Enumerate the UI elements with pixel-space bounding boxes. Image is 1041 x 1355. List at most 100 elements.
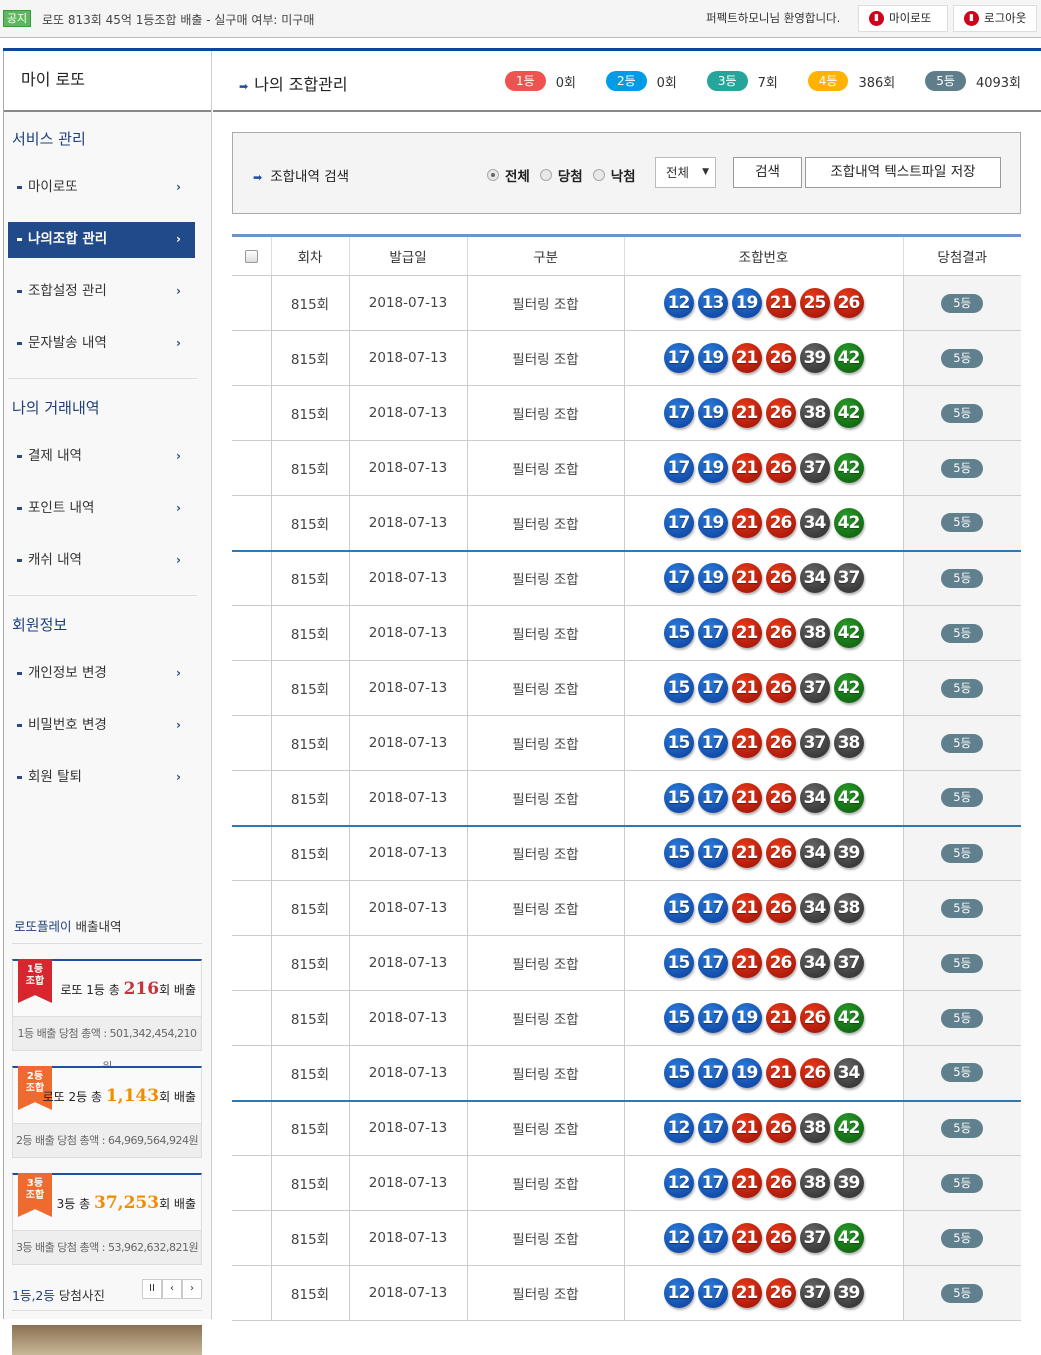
lotto-ball: 21 [731,398,762,428]
checkbox-cell [232,495,271,552]
sidebar-item[interactable]: 문자발송 내역 › [8,326,195,362]
lotto-ball: 38 [799,618,830,648]
history-total: 1등 배출 당첨 총액 : 501,342,454,210원 [13,1016,201,1073]
sidebar-item-label: 회원 탈퇴 [28,769,82,785]
top-bar: 공지 로또 813회 45억 1등조합 배출 - 실구매 여부: 미구매 퍼펙트… [0,0,1041,38]
lotto-ball: 17 [697,1003,728,1033]
checkbox-cell [232,825,271,881]
result-cell: 5등 [902,1210,1021,1266]
chevron-right-icon: › [176,770,181,784]
lotto-ball: 42 [833,343,864,373]
date-cell: 2018-07-13 [348,1265,467,1321]
round-cell: 815회 [270,1045,349,1102]
lotto-ball: 17 [697,1113,728,1144]
lotto-ball: 15 [663,948,694,978]
type-cell: 필터링 조합 [466,1265,624,1321]
history-brand: 로또플레이 [14,919,72,934]
lotto-ball: 17 [663,453,694,483]
chevron-right-icon: › [176,501,181,515]
table-row: 815회 2018-07-13 필터링 조합 15 17 19 21 26 34 5등 [232,1045,1021,1102]
radio-label[interactable]: 당첨 [557,169,583,185]
lotto-ball: 25 [799,288,830,318]
lotto-ball: 34 [799,563,830,594]
prev-button[interactable]: ‹ [162,1279,182,1299]
history-count: 1,143 [105,1086,160,1106]
save-text-file-button[interactable]: 조합내역 텍스트파일 저장 [805,157,1001,188]
lotto-ball: 19 [731,1003,762,1033]
result-cell: 5등 [902,550,1021,606]
numbers-cell: 12 17 21 26 37 39 [623,1265,903,1321]
sidebar-item[interactable]: 개인정보 변경 › [8,656,195,692]
result-cell: 5등 [902,1265,1021,1321]
checkbox-cell [232,770,271,827]
notice-text[interactable]: 로또 813회 45억 1등조합 배출 - 실구매 여부: 미구매 [42,13,315,27]
numbers-cell: 17 19 21 26 38 42 [623,385,903,441]
history-card: 1등 조합 로또 1등 총 216회 배출 1등 배출 당첨 총액 : 501,342… [12,959,202,1073]
table-row: 815회 2018-07-13 필터링 조합 17 19 21 26 34 37 5등 [232,550,1021,606]
lotto-ball: 42 [833,618,864,648]
lotto-ball: 38 [799,1168,830,1198]
table-row: 815회 2018-07-13 필터링 조합 15 17 21 26 34 42 5등 [232,770,1021,827]
lotto-ball: 15 [663,782,694,813]
lotto-ball: 21 [731,838,762,869]
lotto-ball: 17 [697,1223,728,1253]
numbers-cell: 15 17 19 21 26 42 [623,990,903,1046]
numbers-cell: 15 17 21 26 38 42 [623,605,903,661]
result-cell: 5등 [902,880,1021,936]
history-summary: 로또 1등 총 216회 배출 [13,961,201,1016]
sidebar-item[interactable]: 나의조합 관리 › [8,222,195,258]
type-cell: 필터링 조합 [466,1100,624,1156]
result-badge: 5등 [941,1283,984,1303]
result-cell: 5등 [902,825,1021,881]
arrow-icon: ➡ [239,80,249,93]
caret-down-icon: ▼ [702,167,709,177]
round-select[interactable]: 전체 ▼ [655,157,716,188]
mylotto-button[interactable]: ▮ 마이로또 [858,5,948,32]
radio-label[interactable]: 전체 [505,169,530,185]
table-row: 815회 2018-07-13 필터링 조합 15 17 21 26 38 42 5등 [232,605,1021,661]
radio-label[interactable]: 낙첨 [610,169,636,185]
lotto-ball: 13 [697,288,728,318]
sidebar-item[interactable]: 조합설정 관리 › [8,274,195,310]
sidebar-item[interactable]: 포인트 내역 › [8,491,195,527]
table-row: 815회 2018-07-13 필터링 조합 17 19 21 26 37 42 5등 [232,440,1021,496]
lotto-ball: 26 [765,343,796,373]
round-cell: 815회 [270,385,349,441]
radio-1[interactable] [539,169,552,181]
column-header: 발급일 [348,235,467,276]
chevron-right-icon: › [176,336,181,350]
sidebar-item[interactable]: 마이로또 › [8,170,195,206]
sidebar-item[interactable]: 캐쉬 내역 › [8,543,195,579]
notice-badge: 공지 [3,10,31,27]
search-panel: ➡ 조합내역 검색 전체 당첨 낙첨 전체 ▼ 검색 조합내역 텍스트파일 저장 [232,132,1021,214]
photo-title-rest: 당첨사진 [54,1288,105,1303]
round-cell: 815회 [270,550,349,606]
chevron-right-icon: › [176,232,181,246]
logout-label: 로그아웃 [984,11,1027,25]
lotto-ball: 42 [833,782,864,813]
sidebar-item[interactable]: 비밀번호 변경 › [8,708,195,744]
lotto-ball: 26 [765,1168,796,1198]
numbers-cell: 17 19 21 26 34 37 [623,550,903,606]
winner-photo[interactable] [12,1325,202,1355]
next-button[interactable]: › [182,1279,202,1299]
rank-count: 386회 [858,75,896,91]
radio-0[interactable] [487,169,499,181]
sidebar-item[interactable]: 결제 내역 › [8,439,195,475]
radio-2[interactable] [592,169,605,181]
result-filter: 전체 당첨 낙첨 [487,165,646,185]
table-row: 815회 2018-07-13 필터링 조합 17 19 21 26 38 42 5등 [232,385,1021,441]
lotto-ball: 26 [765,728,796,758]
select-all-checkbox[interactable] [244,249,258,263]
lotto-ball: 37 [799,453,830,483]
column-header: 회차 [270,235,349,276]
history-suffix: 회 배출 [159,983,196,997]
rank-count: 0회 [656,75,677,91]
search-button[interactable]: 검색 [733,157,802,188]
logout-button[interactable]: ▮ 로그아웃 [953,5,1037,32]
chevron-right-icon: › [176,449,181,463]
main-header: ➡ 나의 조합관리 1등 0회 2등 0회 3등 7회 4등 386회 5등 4093회 [213,51,1041,112]
sidebar: 마이 로또 서비스 관리 마이로또 › 나의조합 관리 › 조합설정 관리 › 문자발송 내역… [3,51,212,1355]
sidebar-item[interactable]: 회원 탈퇴 › [8,760,195,796]
pause-button[interactable]: II [142,1279,162,1299]
